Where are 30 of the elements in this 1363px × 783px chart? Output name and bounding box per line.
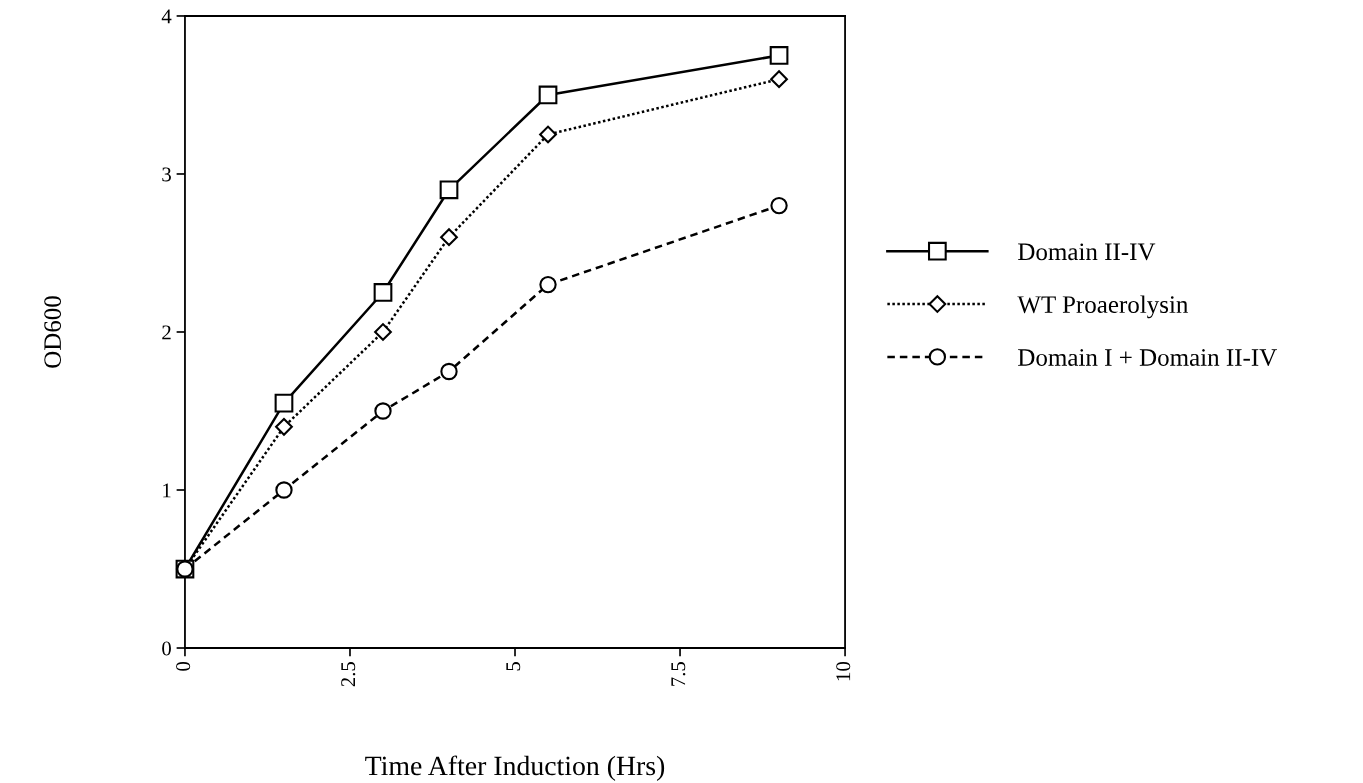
point	[274, 393, 294, 413]
y-tick-label: 3	[162, 167, 171, 182]
point	[539, 125, 557, 144]
x-axis-title: Time After Induction (Hrs)	[365, 755, 665, 781]
point	[440, 362, 458, 381]
point	[374, 402, 392, 420]
y-tick-label: 2	[162, 325, 171, 340]
point	[439, 180, 459, 200]
y-tick-label: 4	[161, 9, 172, 24]
legend-label: Domain II-IV	[1018, 243, 1156, 261]
y-axis-title: OD600	[44, 296, 62, 368]
point	[373, 283, 393, 302]
point	[275, 481, 293, 499]
point	[769, 46, 789, 65]
legend-label: WT Proaerolysin	[1017, 295, 1189, 319]
point	[538, 85, 558, 105]
x-tick-label: 5	[506, 662, 521, 671]
x-tick-label: 10	[836, 662, 851, 681]
legend-label: Domain I + Domain II-IV	[1018, 349, 1277, 367]
y-tick-label: 0	[162, 641, 171, 656]
point	[539, 275, 557, 294]
x-tick-label: 7.5	[671, 662, 686, 686]
x-tick-label: 2.5	[341, 662, 356, 687]
y-tick-label: 1	[163, 483, 171, 498]
point	[374, 323, 392, 341]
point	[770, 70, 788, 89]
x-tick-label: 0	[176, 662, 191, 671]
point	[275, 417, 293, 436]
point	[770, 196, 788, 215]
point	[440, 228, 458, 247]
